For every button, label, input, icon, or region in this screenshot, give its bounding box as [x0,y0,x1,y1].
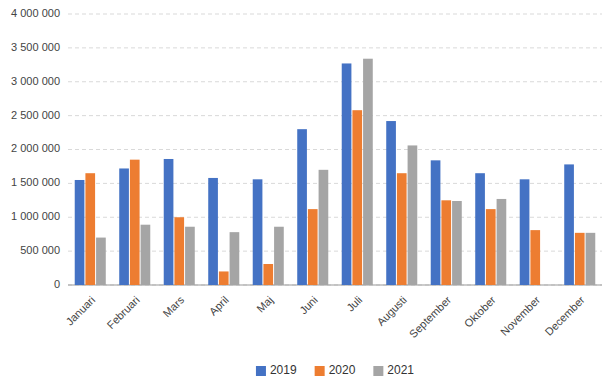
bar [441,200,451,285]
bar [575,233,585,285]
bar [75,180,85,285]
grid-line [68,149,602,150]
x-tick-label: December [542,293,587,338]
y-axis: 0 500 000 1 000 000 1 500 000 2 000 000 2 500… [11,7,602,290]
bar [96,238,106,285]
legend-label: 2021 [387,363,414,377]
bar [431,160,441,285]
legend-label: 2020 [329,363,356,377]
y-tick-label: 4 000 000 [11,7,60,19]
bar [319,170,329,285]
legend-label: 2019 [270,363,297,377]
y-tick-label: 3 000 000 [11,75,60,87]
x-axis: JanuariFebruari Mars April Maj Juni Juli Augus… [63,293,587,340]
bar [342,63,352,285]
bar [297,129,307,285]
bars [75,59,596,285]
bar [141,225,151,285]
bar [541,285,551,286]
x-tick-label: Augusti [374,294,408,328]
x-tick-label: Januari [63,294,97,328]
bar [452,201,462,285]
x-tick-label: November [498,293,543,338]
grid-line [68,81,602,82]
y-tick-label: 1 500 000 [11,176,60,188]
y-tick-label: 1 000 000 [11,210,60,222]
bar [397,173,407,285]
bar [308,209,318,285]
bar [253,179,263,285]
bar [530,230,540,285]
bar [85,173,95,285]
grid-line [68,14,602,15]
x-tick-label: Juli [344,294,364,314]
chart: 0 500 000 1 000 000 1 500 000 2 000 000 2 500… [0,0,614,385]
bar [520,179,530,285]
x-tick-label: September [407,293,454,340]
bar [486,209,496,285]
legend-swatch [373,366,383,376]
legend-swatch [256,366,266,376]
bar [130,160,140,285]
x-tick-label: Maj [254,294,275,315]
x-tick-label: Februari [104,294,141,331]
x-tick-label: April [207,294,231,318]
bar [386,121,396,285]
bar [185,227,195,285]
bar [363,59,373,285]
bar [263,264,273,285]
bar [164,159,174,285]
bar [408,145,418,285]
y-tick-label: 3 500 000 [11,41,60,53]
legend-swatch [315,366,325,376]
bar [219,271,229,285]
bar [174,217,184,285]
y-tick-label: 2 000 000 [11,142,60,154]
y-tick-label: 2 500 000 [11,109,60,121]
bar [564,164,574,285]
bar [274,227,284,285]
bar [352,110,362,285]
y-tick-label: 0 [54,278,60,290]
grid-line [68,47,602,48]
bar [208,178,218,285]
x-tick-label: Juni [297,294,320,317]
y-tick-label: 500 000 [20,244,60,256]
bar [475,173,485,285]
legend: 2019 2020 2021 [256,363,414,377]
x-tick-label: Mars [161,293,187,319]
x-tick-label: Oktober [462,293,498,329]
bar [586,233,596,285]
bar [119,168,129,285]
bar [230,232,240,285]
bar [497,199,507,285]
chart-container: 0 500 000 1 000 000 1 500 000 2 000 000 2 500… [0,0,614,385]
grid-line [68,115,602,116]
